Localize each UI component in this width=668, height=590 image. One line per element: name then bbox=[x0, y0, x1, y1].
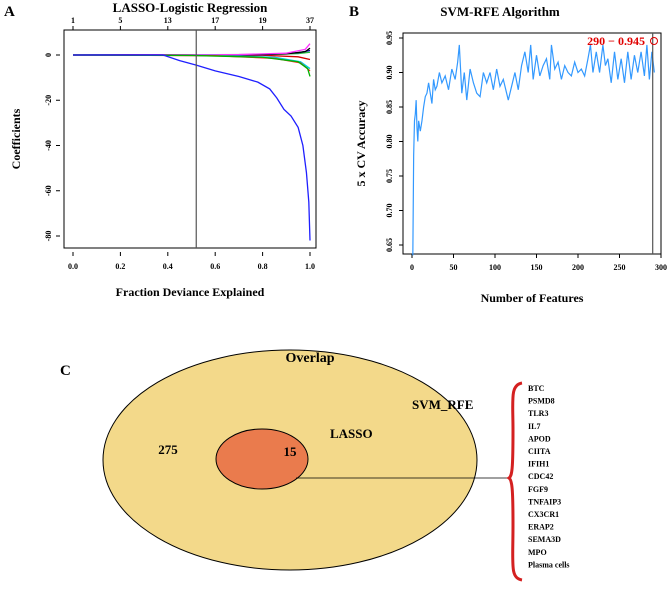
svm-only-count: 275 bbox=[158, 442, 178, 457]
svm-rfe-label: SVM_RFE bbox=[412, 397, 473, 412]
top-tick-label: 17 bbox=[211, 16, 219, 25]
lasso-set bbox=[215, 428, 309, 490]
gene-label: TNFAIP3 bbox=[528, 497, 561, 506]
plot-frame bbox=[63, 29, 317, 249]
accuracy-line bbox=[412, 44, 655, 256]
gene-list: BTC PSMD8 TLR3 IL7 APOD CIITA IFIH1 CDC42 FGF9 TN… bbox=[528, 384, 570, 569]
panel-label-b: B bbox=[349, 4, 359, 20]
x-axis-label: Number of Features bbox=[481, 291, 584, 305]
gene-label: CX3CR1 bbox=[528, 510, 559, 519]
top-tick-label: 37 bbox=[306, 16, 314, 25]
gene-label: FGF9 bbox=[528, 485, 548, 494]
x-tick-label: 0.6 bbox=[210, 262, 220, 271]
y-tick-label: 0.80 bbox=[385, 135, 394, 149]
y-tick-label: 0.95 bbox=[385, 31, 394, 45]
y-tick-label: 0.90 bbox=[385, 66, 394, 80]
panel-label-c: C bbox=[60, 363, 71, 379]
x-tick-label: 0.4 bbox=[163, 262, 173, 271]
x-tick-label: 0 bbox=[410, 263, 414, 272]
y-tick-label: 0.85 bbox=[385, 100, 394, 114]
lasso-label: LASSO bbox=[330, 426, 373, 441]
coef-path-green bbox=[72, 54, 311, 77]
svm-rfe-chart: SVM-RFE Algorithm Number of Features 5 x C… bbox=[354, 4, 667, 305]
venn-title: Overlap bbox=[286, 351, 335, 366]
top-tick-label: 1 bbox=[71, 16, 75, 25]
lasso-chart: LASSO-Logistic Regression Fraction Devian… bbox=[9, 0, 317, 299]
gene-label: CIITA bbox=[528, 447, 551, 456]
gene-label: APOD bbox=[528, 434, 551, 443]
y-tick-label: -80 bbox=[44, 231, 53, 242]
x-tick-label: 1.0 bbox=[305, 262, 315, 271]
panel-label-a: A bbox=[4, 4, 15, 20]
gene-label: MPO bbox=[528, 548, 547, 557]
y-tick-label: -20 bbox=[44, 95, 53, 106]
gene-label: ERAP2 bbox=[528, 523, 554, 532]
y-tick-label: 0.65 bbox=[385, 238, 394, 252]
gene-label: TLR3 bbox=[528, 409, 548, 418]
gene-label: CDC42 bbox=[528, 472, 553, 481]
gene-label: IFIH1 bbox=[528, 460, 549, 469]
top-tick-label: 13 bbox=[164, 16, 172, 25]
chart-title: SVM-RFE Algorithm bbox=[440, 4, 560, 19]
best-point-marker bbox=[650, 37, 658, 45]
y-tick-label: -40 bbox=[44, 140, 53, 151]
x-tick-label: 100 bbox=[489, 263, 501, 272]
y-tick-label: 0 bbox=[44, 53, 53, 57]
coef-path-blue bbox=[73, 54, 311, 241]
x-tick-label: 200 bbox=[572, 263, 584, 272]
y-axis-label: 5 x CV Accuracy bbox=[354, 100, 368, 186]
x-tick-label: 0.2 bbox=[115, 262, 125, 271]
gene-label: BTC bbox=[528, 384, 545, 393]
brace-icon bbox=[506, 381, 523, 582]
y-tick-label: 0.75 bbox=[385, 169, 394, 183]
y-axis-label: Coefficients bbox=[9, 108, 23, 169]
top-tick-label: 19 bbox=[259, 16, 267, 25]
top-tick-label: 5 bbox=[118, 16, 122, 25]
coef-path-cyan bbox=[72, 54, 311, 70]
x-tick-label: 250 bbox=[614, 263, 626, 272]
x-tick-label: 50 bbox=[450, 263, 458, 272]
gene-label: PSMD8 bbox=[528, 397, 555, 406]
x-tick-label: 0.8 bbox=[258, 262, 268, 271]
x-axis-label: Fraction Deviance Explained bbox=[116, 285, 265, 299]
plot-frame bbox=[402, 32, 662, 255]
chart-title: LASSO-Logistic Regression bbox=[113, 0, 268, 15]
coef-path-magenta bbox=[72, 43, 311, 56]
x-tick-label: 150 bbox=[531, 263, 543, 272]
gene-label: SEMA3D bbox=[528, 535, 561, 544]
venn-diagram: Overlap SVM_RFE LASSO 275 15 BTC PSMD8 TLR… bbox=[102, 349, 570, 582]
y-tick-label: 0.70 bbox=[385, 204, 394, 218]
overlap-count: 15 bbox=[284, 444, 298, 459]
best-annotation: 290 − 0.945 bbox=[587, 34, 645, 48]
gene-label: Plasma cells bbox=[528, 560, 570, 569]
y-tick-label: -60 bbox=[44, 185, 53, 196]
gene-label: IL7 bbox=[528, 422, 540, 431]
x-tick-label: 300 bbox=[655, 263, 667, 272]
x-tick-label: 0.0 bbox=[68, 262, 78, 271]
